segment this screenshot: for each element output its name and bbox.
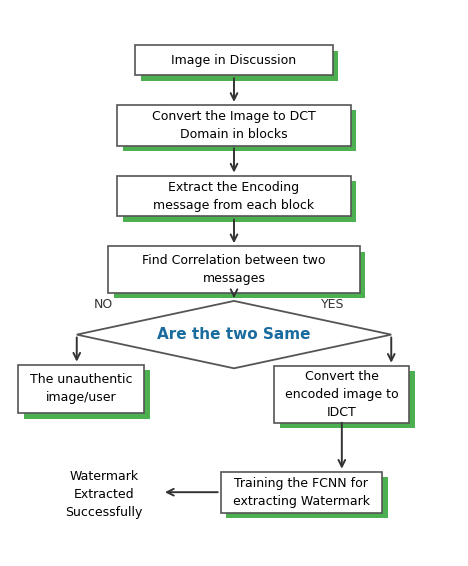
Text: The unauthentic
image/user: The unauthentic image/user	[30, 374, 132, 405]
Bar	[226, 477, 388, 518]
Bar	[114, 252, 365, 298]
Bar	[24, 370, 150, 419]
Bar	[220, 472, 382, 513]
Text: Find Correlation between two
messages: Find Correlation between two messages	[142, 254, 326, 285]
Bar	[140, 51, 338, 80]
Text: Training the FCNN for
extracting Watermark: Training the FCNN for extracting Waterma…	[233, 477, 370, 508]
Text: Image in Discussion: Image in Discussion	[171, 54, 297, 67]
Bar	[123, 181, 356, 222]
Bar	[117, 175, 351, 216]
Text: YES: YES	[321, 298, 344, 311]
Text: Convert the
encoded image to
IDCT: Convert the encoded image to IDCT	[285, 370, 399, 419]
Bar	[108, 246, 360, 293]
Bar	[280, 371, 415, 428]
Text: Watermark
Extracted
Successfully: Watermark Extracted Successfully	[65, 470, 142, 520]
Bar	[18, 365, 144, 413]
Bar	[117, 105, 351, 146]
Text: Extract the Encoding
message from each block: Extract the Encoding message from each b…	[154, 181, 314, 212]
Bar	[274, 366, 409, 423]
Text: Are the two Same: Are the two Same	[157, 327, 311, 342]
Bar	[135, 45, 333, 75]
Bar	[123, 110, 356, 151]
Text: NO: NO	[94, 298, 113, 311]
Polygon shape	[77, 301, 391, 368]
Text: Convert the Image to DCT
Domain in blocks: Convert the Image to DCT Domain in block…	[152, 110, 316, 141]
